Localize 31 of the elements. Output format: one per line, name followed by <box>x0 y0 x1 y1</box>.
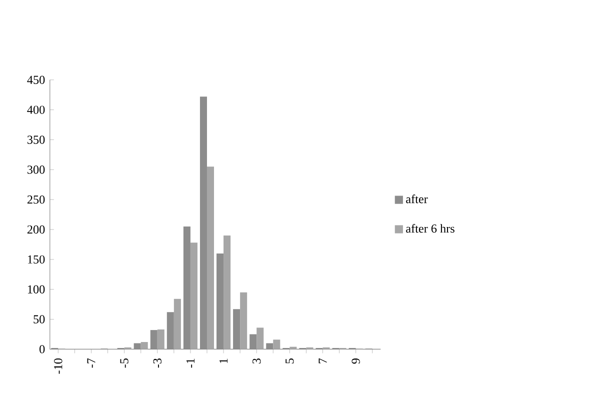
bar <box>206 166 214 349</box>
y-tick-label: 400 <box>27 105 45 114</box>
bar <box>256 327 264 349</box>
y-tick-label: 300 <box>27 165 45 174</box>
bar <box>240 292 248 349</box>
bar <box>157 329 164 349</box>
bar <box>273 339 280 349</box>
x-tick-label: 3 <box>252 358 261 364</box>
x-tick-label: -5 <box>120 358 128 368</box>
x-tick-label: 1 <box>220 358 228 363</box>
x-tick-label: 7 <box>318 358 327 364</box>
y-tick-label: 250 <box>27 195 45 204</box>
x-tick-label: 9 <box>352 358 360 364</box>
bar <box>190 242 198 349</box>
x-tick-label: -3 <box>153 358 162 368</box>
y-tick-label: 50 <box>34 314 45 324</box>
bar <box>224 235 231 349</box>
y-tick-label: 450 <box>27 76 45 84</box>
x-tick-label: -10 <box>54 358 62 374</box>
legend-label: after <box>406 194 428 203</box>
y-tick-label: 100 <box>28 285 45 294</box>
x-tick-label: -1 <box>186 358 194 368</box>
y-tick-label: 150 <box>28 255 45 264</box>
legend-label: after 6 hrs <box>406 224 454 232</box>
bar <box>140 342 148 349</box>
bar <box>174 298 181 349</box>
x-tick-label: 5 <box>286 358 294 364</box>
y-tick-label: 200 <box>27 225 45 234</box>
y-tick-label: 0 <box>40 344 45 354</box>
y-tick-label: 350 <box>27 135 45 144</box>
x-tick-label: -7 <box>87 358 96 368</box>
